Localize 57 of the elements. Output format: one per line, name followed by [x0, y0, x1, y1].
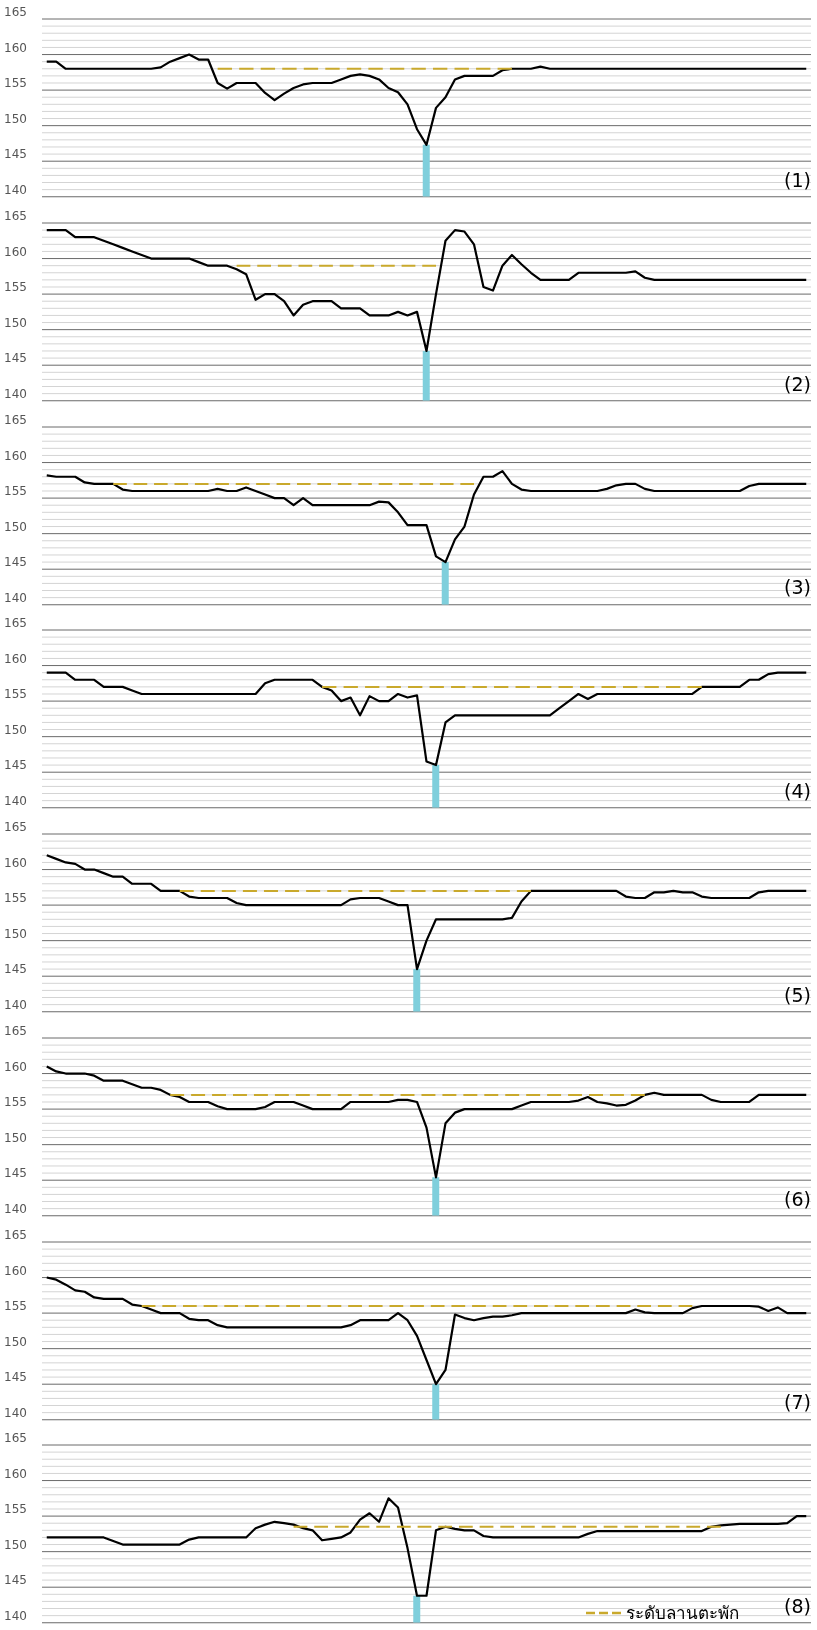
annotation: (7) [784, 1391, 811, 1414]
annotation: (8) [784, 1595, 811, 1617]
y-tick-label: 145 [4, 758, 27, 773]
annotation: (2) [784, 372, 811, 395]
y-tick-label: 165 [4, 208, 27, 223]
y-tick-label: 160 [4, 1466, 27, 1481]
y-tick-label: 140 [4, 182, 27, 197]
y-tick-label: 145 [4, 147, 27, 162]
y-tick-label: 140 [4, 590, 27, 605]
y-tick-label: 145 [4, 554, 27, 569]
y-tick-label: 155 [4, 1502, 27, 1517]
annotation: (5) [784, 983, 811, 1006]
y-tick-label: 145 [4, 350, 27, 365]
y-tick-label: 150 [4, 519, 27, 534]
y-tick-label: 145 [4, 962, 27, 977]
y-tick-label: 150 [4, 1130, 27, 1145]
y-tick-label: 140 [4, 997, 27, 1012]
annotation: (1) [784, 168, 811, 191]
y-tick-label: 165 [4, 412, 27, 427]
y-tick-label: 150 [4, 1537, 27, 1552]
y-tick-label: 140 [4, 1405, 27, 1420]
y-tick-label: 145 [4, 1573, 27, 1588]
annotation: (4) [784, 780, 811, 802]
y-tick-label: 155 [4, 1298, 27, 1313]
y-tick-label: 155 [4, 891, 27, 906]
y-tick-label: 160 [4, 244, 27, 259]
y-tick-label: 165 [4, 1023, 27, 1038]
legend-label: ระดับลานตะพัก [626, 1602, 739, 1625]
y-tick-label: 150 [4, 722, 27, 737]
y-tick-label: 145 [4, 1165, 27, 1180]
y-tick-label: 165 [4, 5, 27, 19]
y-tick-label: 160 [4, 651, 27, 666]
y-tick-label: 145 [4, 1369, 27, 1384]
y-tick-label: 140 [4, 386, 27, 401]
y-tick-label: 150 [4, 111, 27, 126]
y-tick-label: 155 [4, 279, 27, 294]
y-tick-label: 140 [4, 1609, 27, 1623]
y-tick-label: 160 [4, 855, 27, 870]
y-tick-label: 150 [4, 1334, 27, 1349]
y-tick-label: 155 [4, 1094, 27, 1109]
y-tick-label: 155 [4, 687, 27, 702]
y-tick-label: 165 [4, 1227, 27, 1242]
y-tick-label: 160 [4, 40, 27, 55]
y-tick-label: 155 [4, 483, 27, 498]
y-tick-label: 165 [4, 1431, 27, 1446]
y-tick-label: 150 [4, 315, 27, 330]
y-tick-label: 165 [4, 820, 27, 834]
y-tick-label: 165 [4, 616, 27, 631]
y-tick-label: 155 [4, 76, 27, 91]
y-tick-label: 160 [4, 1059, 27, 1074]
annotation: (3) [784, 576, 811, 599]
y-tick-label: 150 [4, 926, 27, 941]
y-tick-label: 160 [4, 448, 27, 463]
y-tick-label: 140 [4, 794, 27, 808]
y-tick-label: 140 [4, 1201, 27, 1216]
annotation: (6) [784, 1187, 811, 1210]
y-tick-label: 160 [4, 1263, 27, 1278]
